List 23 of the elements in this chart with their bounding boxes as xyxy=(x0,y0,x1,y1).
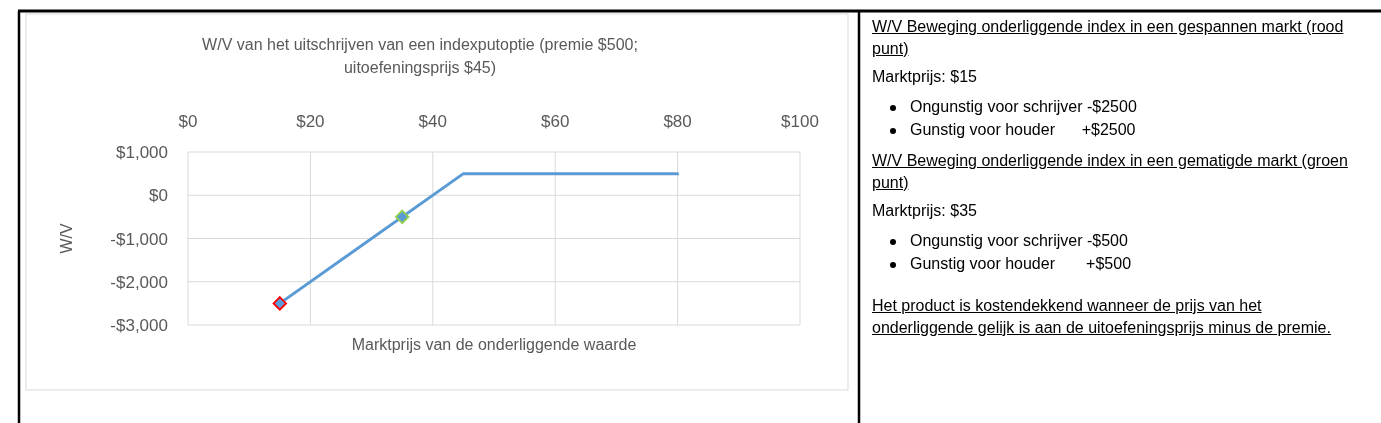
y-tick-label: $0 xyxy=(149,186,168,206)
y-axis-title: W/V xyxy=(58,223,75,254)
text: Gunstig voor houder +$2500 xyxy=(909,120,1137,140)
y-tick-label: -$3,000 xyxy=(110,316,168,335)
y-tick-label: $1,000 xyxy=(116,143,168,162)
text: Gunstig voor houder +$500 xyxy=(909,254,1133,274)
text: W/V Beweging onderliggende index in een gespannen markt (rood punt) xyxy=(872,17,1345,59)
x-tick-label: $0 xyxy=(178,112,198,131)
x-tick-label: $80 xyxy=(663,112,692,131)
x-tick-label: $60 xyxy=(541,112,570,131)
text: Het product is kostendekkend wanneer de prijs van het onderliggende gelijk is aan de uitoefeningsprijs minus de premie. xyxy=(872,296,1332,338)
text: Marktprijs: $35 xyxy=(872,201,978,221)
x-tick-label: $40 xyxy=(418,112,447,131)
x-axis-title: Marktprijs van de onderliggende waarde xyxy=(351,336,637,353)
x-tick-label: $20 xyxy=(296,112,325,131)
y-tick-label: -$1,000 xyxy=(110,229,168,249)
text: Ongunstig voor schrijver -$2500 xyxy=(909,97,1138,117)
chart-title: W/V van het uitschrijven van een indexputoptie (premie $500; uitoefeningsprijs $45) xyxy=(202,36,638,76)
text: W/V Beweging onderliggende index in een gematigde markt (groen punt) xyxy=(872,151,1349,193)
y-tick-label: -$2,000 xyxy=(110,272,168,292)
x-tick-label: $100 xyxy=(781,112,819,131)
text: Ongunstig voor schrijver -$500 xyxy=(909,231,1129,251)
text: Marktprijs: $15 xyxy=(872,67,978,87)
